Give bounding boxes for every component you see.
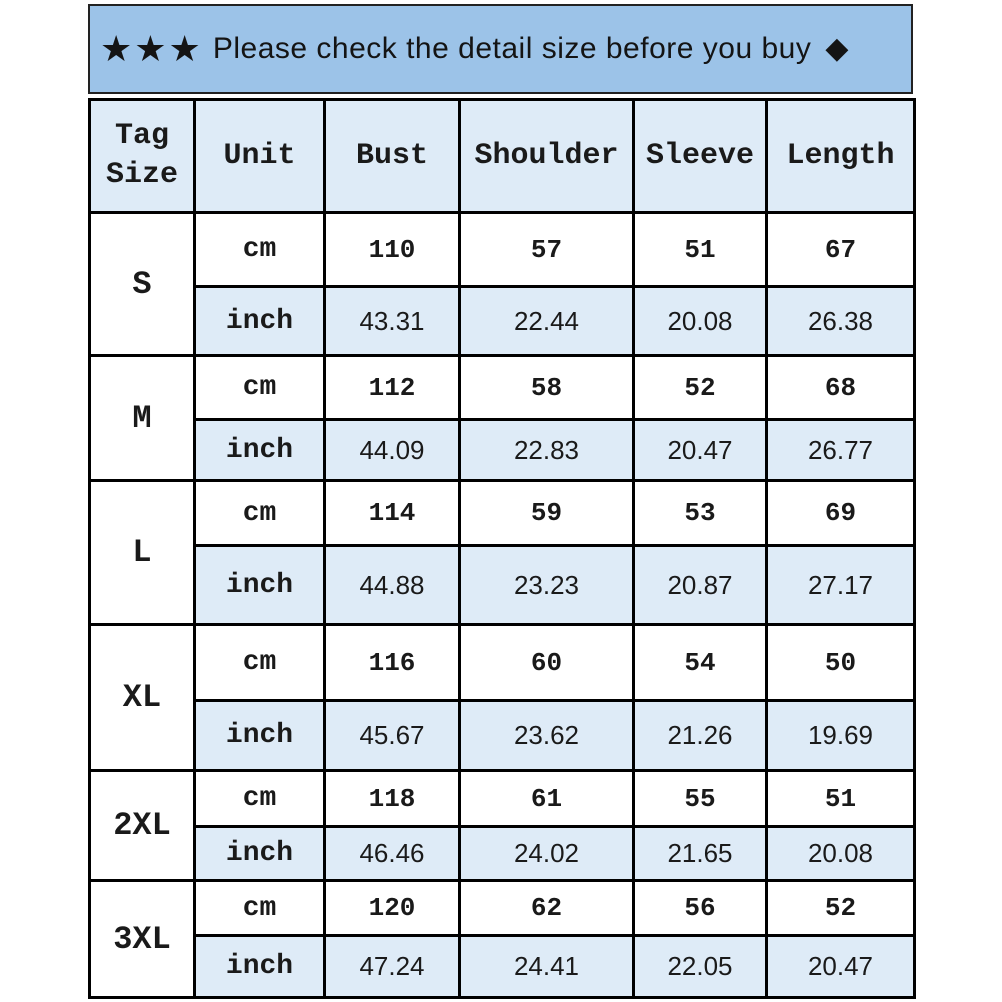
diamond-icon: ◆ bbox=[825, 32, 849, 65]
cell-s-sleeve-cm: 51 bbox=[632, 211, 768, 288]
cell-2xl-bust-inch: 46.46 bbox=[323, 825, 461, 882]
cell-xl-length-cm: 50 bbox=[765, 623, 916, 702]
cell-m-shoulder-inch: 22.83 bbox=[458, 418, 635, 482]
cell-3xl-shoulder-inch: 24.41 bbox=[458, 934, 635, 999]
notice-banner: ★★★ Please check the detail size before … bbox=[88, 4, 913, 94]
cell-3xl-bust-inch: 47.24 bbox=[323, 934, 461, 999]
unit-label-xl-cm: cm bbox=[193, 623, 326, 702]
col-header-sleeve: Sleeve bbox=[632, 98, 768, 214]
size-row-m-inch: inch 44.09 22.83 20.47 26.77 bbox=[90, 418, 916, 482]
cell-l-shoulder-inch: 23.23 bbox=[458, 544, 635, 626]
size-row-3xl-inch: inch 47.24 24.41 22.05 20.47 bbox=[90, 934, 916, 999]
cell-2xl-length-cm: 51 bbox=[765, 769, 916, 828]
tag-size-3xl: 3XL bbox=[88, 879, 196, 999]
size-chart-sheet: ★★★ Please check the detail size before … bbox=[88, 4, 916, 999]
tag-size-l: L bbox=[88, 479, 196, 626]
banner-text: Please check the detail size before you … bbox=[212, 32, 812, 65]
cell-xl-bust-cm: 116 bbox=[323, 623, 461, 702]
col-header-bust: Bust bbox=[323, 98, 461, 214]
size-row-2xl-cm: 2XL cm 118 61 55 51 bbox=[88, 769, 916, 882]
size-row-xl-cm: XL cm 116 60 54 50 bbox=[88, 623, 916, 772]
size-row-l-inch: inch 44.88 23.23 20.87 27.17 bbox=[90, 544, 916, 626]
cell-s-shoulder-cm: 57 bbox=[458, 211, 635, 288]
cell-l-length-cm: 69 bbox=[765, 479, 916, 547]
col-header-unit: Unit bbox=[193, 98, 326, 214]
unit-label-3xl-cm: cm bbox=[193, 879, 326, 937]
cell-s-bust-inch: 43.31 bbox=[323, 285, 461, 357]
cell-s-shoulder-inch: 22.44 bbox=[458, 285, 635, 357]
cell-xl-sleeve-inch: 21.26 bbox=[632, 699, 768, 772]
cell-l-length-inch: 27.17 bbox=[765, 544, 916, 626]
cell-m-bust-cm: 112 bbox=[323, 354, 461, 421]
cell-xl-shoulder-cm: 60 bbox=[458, 623, 635, 702]
unit-label-m-cm: cm bbox=[193, 354, 326, 421]
table-header-row: Tag Size Unit Bust Shoulder Sleeve Length bbox=[88, 98, 916, 214]
cell-3xl-sleeve-inch: 22.05 bbox=[632, 934, 768, 999]
cell-s-sleeve-inch: 20.08 bbox=[632, 285, 768, 357]
unit-label-s-cm: cm bbox=[193, 211, 326, 288]
size-row-3xl-cm: 3XL cm 120 62 56 52 bbox=[88, 879, 916, 999]
cell-xl-length-inch: 19.69 bbox=[765, 699, 916, 772]
cell-l-sleeve-cm: 53 bbox=[632, 479, 768, 547]
cell-3xl-length-cm: 52 bbox=[765, 879, 916, 937]
tag-size-xl: XL bbox=[88, 623, 196, 772]
cell-s-length-cm: 67 bbox=[765, 211, 916, 288]
unit-label-2xl-inch: inch bbox=[193, 825, 326, 882]
cell-2xl-sleeve-cm: 55 bbox=[632, 769, 768, 828]
size-row-2xl-inch: inch 46.46 24.02 21.65 20.08 bbox=[90, 825, 916, 882]
cell-2xl-sleeve-inch: 21.65 bbox=[632, 825, 768, 882]
cell-2xl-shoulder-cm: 61 bbox=[458, 769, 635, 828]
tag-size-2xl: 2XL bbox=[88, 769, 196, 882]
cell-s-bust-cm: 110 bbox=[323, 211, 461, 288]
unit-label-s-inch: inch bbox=[193, 285, 326, 357]
cell-2xl-bust-cm: 118 bbox=[323, 769, 461, 828]
cell-xl-sleeve-cm: 54 bbox=[632, 623, 768, 702]
unit-label-3xl-inch: inch bbox=[193, 934, 326, 999]
stars-icon: ★★★ bbox=[100, 28, 203, 69]
cell-s-length-inch: 26.38 bbox=[765, 285, 916, 357]
cell-m-length-cm: 68 bbox=[765, 354, 916, 421]
cell-2xl-shoulder-inch: 24.02 bbox=[458, 825, 635, 882]
size-row-s-inch: inch 43.31 22.44 20.08 26.38 bbox=[90, 285, 916, 357]
cell-m-sleeve-inch: 20.47 bbox=[632, 418, 768, 482]
unit-label-l-inch: inch bbox=[193, 544, 326, 626]
cell-3xl-sleeve-cm: 56 bbox=[632, 879, 768, 937]
col-header-shoulder: Shoulder bbox=[458, 98, 635, 214]
cell-xl-shoulder-inch: 23.62 bbox=[458, 699, 635, 772]
col-header-tag-size: Tag Size bbox=[88, 98, 196, 214]
tag-size-s: S bbox=[88, 211, 196, 357]
unit-label-l-cm: cm bbox=[193, 479, 326, 547]
cell-xl-bust-inch: 45.67 bbox=[323, 699, 461, 772]
cell-l-sleeve-inch: 20.87 bbox=[632, 544, 768, 626]
unit-label-m-inch: inch bbox=[193, 418, 326, 482]
unit-label-2xl-cm: cm bbox=[193, 769, 326, 828]
size-row-xl-inch: inch 45.67 23.62 21.26 19.69 bbox=[90, 699, 916, 772]
unit-label-xl-inch: inch bbox=[193, 699, 326, 772]
cell-l-bust-cm: 114 bbox=[323, 479, 461, 547]
cell-l-shoulder-cm: 59 bbox=[458, 479, 635, 547]
cell-m-shoulder-cm: 58 bbox=[458, 354, 635, 421]
cell-m-length-inch: 26.77 bbox=[765, 418, 916, 482]
cell-3xl-bust-cm: 120 bbox=[323, 879, 461, 937]
cell-l-bust-inch: 44.88 bbox=[323, 544, 461, 626]
col-header-length: Length bbox=[765, 98, 916, 214]
cell-3xl-length-inch: 20.47 bbox=[765, 934, 916, 999]
tag-size-m: M bbox=[88, 354, 196, 482]
cell-2xl-length-inch: 20.08 bbox=[765, 825, 916, 882]
cell-m-bust-inch: 44.09 bbox=[323, 418, 461, 482]
cell-3xl-shoulder-cm: 62 bbox=[458, 879, 635, 937]
cell-m-sleeve-cm: 52 bbox=[632, 354, 768, 421]
